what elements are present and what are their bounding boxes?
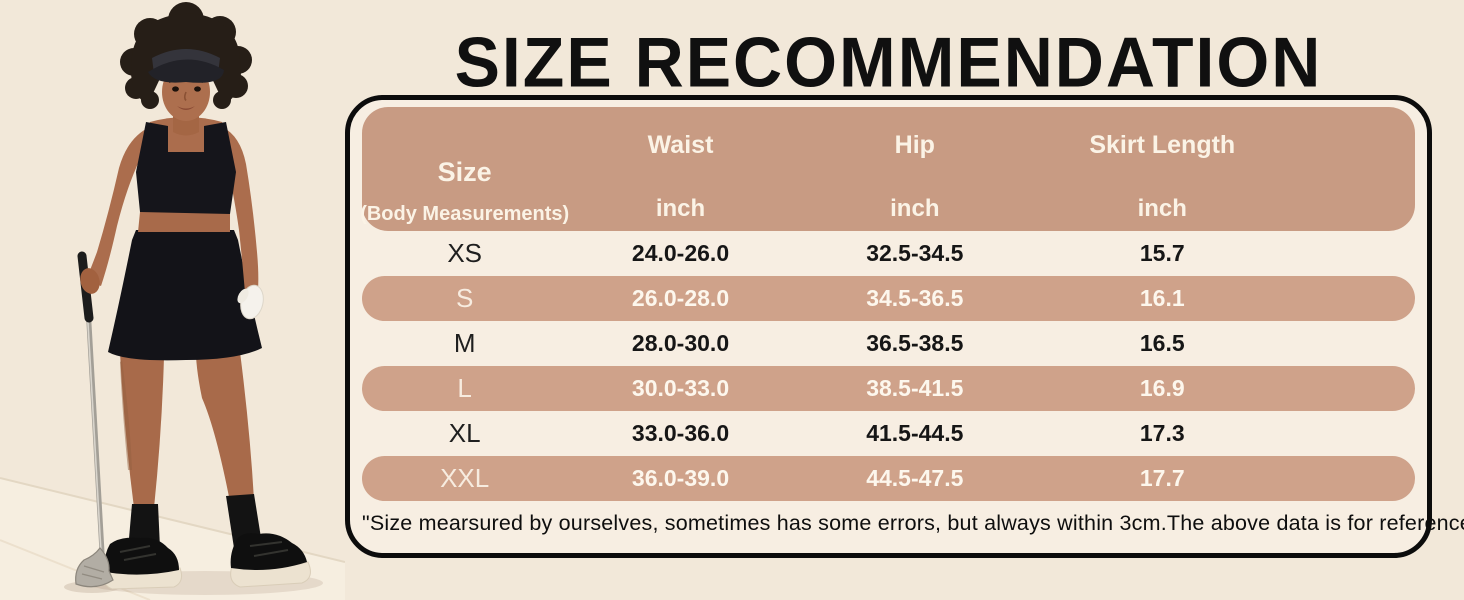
model-illustration xyxy=(0,2,346,600)
hero-model-photo xyxy=(0,0,346,600)
size-value: XL xyxy=(448,418,481,448)
column-header-size: Size (Body Measurements) xyxy=(360,107,570,231)
size-value: S xyxy=(455,283,474,313)
skirt-length-value: 17.7 xyxy=(1139,465,1185,491)
hip-unit-label: inch xyxy=(890,195,940,222)
hip-value: 32.5-34.5 xyxy=(866,240,964,266)
row-spacer xyxy=(1289,456,1415,501)
column-header-skirt-length: Skirt Length inch xyxy=(1036,107,1289,231)
page-title: SIZE RECOMMENDATION xyxy=(454,23,1323,103)
size-header-label: Size xyxy=(437,157,492,187)
column-header-hip: Hip inch xyxy=(794,107,1036,231)
golf-skirt xyxy=(108,230,262,361)
row-spacer xyxy=(1289,276,1415,321)
waist-header-label: Waist xyxy=(647,131,714,159)
model-hair xyxy=(120,2,252,109)
model-midriff xyxy=(138,210,230,232)
size-table: Size (Body Measurements) Waist inch Hip … xyxy=(345,95,1464,558)
tank-top xyxy=(136,122,236,214)
row-spacer xyxy=(1289,231,1415,276)
hip-value: 41.5-44.5 xyxy=(866,420,964,446)
model-hand xyxy=(80,268,100,294)
golf-glove xyxy=(237,284,264,320)
visor xyxy=(148,49,224,83)
waist-value: 36.0-39.0 xyxy=(631,465,730,491)
hip-value: 34.5-36.5 xyxy=(866,285,964,311)
skirt-length-value: 17.3 xyxy=(1139,420,1185,446)
table-row-xxl: XXL 36.0-39.0 44.5-47.5 17.7 xyxy=(362,456,1415,501)
size-value: L xyxy=(457,373,472,403)
table-row-m: M 28.0-30.0 36.5-38.5 16.5 xyxy=(362,321,1415,366)
hip-header-label: Hip xyxy=(894,131,935,159)
measurement-disclaimer: "Size mearsured by ourselves, sometimes … xyxy=(362,511,1464,535)
row-spacer xyxy=(1289,411,1415,456)
skirt-length-value: 16.9 xyxy=(1139,375,1185,401)
size-header-subtitle: (Body Measurements) xyxy=(360,203,570,225)
size-value: M xyxy=(453,328,476,358)
waist-value: 26.0-28.0 xyxy=(631,285,730,311)
row-spacer xyxy=(1289,366,1415,411)
model-legs xyxy=(120,352,254,508)
table-row-xl: XL 33.0-36.0 41.5-44.5 17.3 xyxy=(362,411,1415,456)
table-header: Size (Body Measurements) Waist inch Hip … xyxy=(360,107,1415,231)
hip-value: 44.5-47.5 xyxy=(866,465,964,491)
hip-value: 38.5-41.5 xyxy=(866,375,964,401)
skirt-length-value: 15.7 xyxy=(1139,240,1185,266)
row-spacer xyxy=(1289,321,1415,366)
size-value: XS xyxy=(447,238,482,268)
waist-value: 33.0-36.0 xyxy=(631,420,730,446)
skirt-length-header-label: Skirt Length xyxy=(1089,131,1236,159)
waist-value: 24.0-26.0 xyxy=(631,240,730,266)
floor-crease xyxy=(0,539,151,600)
header-spacer xyxy=(1289,107,1415,231)
skirt-length-value: 16.5 xyxy=(1139,330,1185,356)
table-row-xs: XS 24.0-26.0 32.5-34.5 15.7 xyxy=(362,231,1415,276)
table-row-l: L 30.0-33.0 38.5-41.5 16.9 xyxy=(362,366,1415,411)
table-row-s: S 26.0-28.0 34.5-36.5 16.1 xyxy=(362,276,1415,321)
waist-unit-label: inch xyxy=(655,195,706,222)
skirt-length-value: 16.1 xyxy=(1139,285,1185,311)
hip-value: 36.5-38.5 xyxy=(866,330,964,356)
waist-value: 30.0-33.0 xyxy=(631,375,730,401)
skirt-length-unit-label: inch xyxy=(1137,195,1187,222)
size-value: XXL xyxy=(440,463,490,493)
sneakers xyxy=(102,533,311,590)
waist-value: 28.0-30.0 xyxy=(631,330,730,356)
column-header-waist: Waist inch xyxy=(567,107,793,231)
